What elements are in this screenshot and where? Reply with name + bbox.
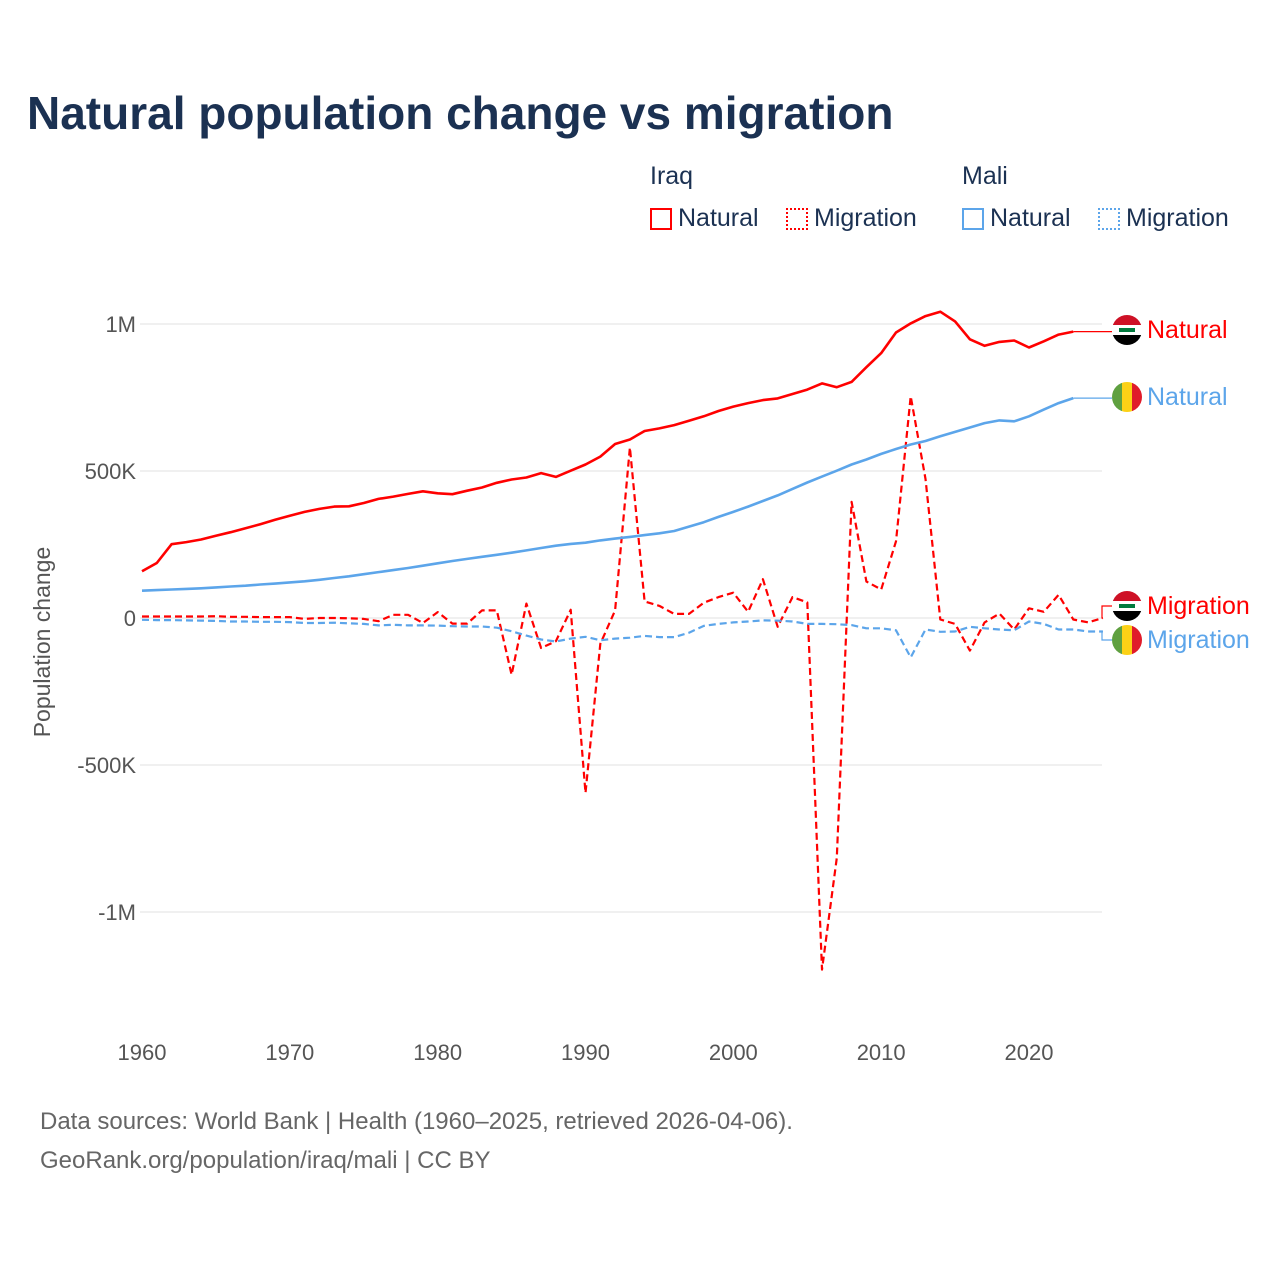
x-tick-label: 2020 (1005, 1040, 1054, 1065)
iraq-flag-icon (1112, 315, 1142, 345)
x-tick-label: 1960 (118, 1040, 167, 1065)
connector-iraq-migration (1101, 605, 1112, 619)
series-line-mali-natural (141, 396, 1074, 592)
footer-link[interactable]: GeoRank.org/population/iraq/mali | CC BY (40, 1147, 491, 1174)
y-tick-label: 1M (105, 312, 136, 337)
y-tick-label: -500K (77, 753, 136, 778)
y-tick-label: 500K (85, 459, 137, 484)
mali-flag-icon (1112, 625, 1142, 655)
y-axis-label: Population change (29, 547, 55, 738)
legend-iraq-migration[interactable]: Migration (786, 204, 917, 233)
connector-mali-migration (1101, 630, 1112, 641)
y-tick-label: -1M (98, 900, 136, 925)
x-tick-label: 2010 (857, 1040, 906, 1065)
end-label-mali-natural: Natural (1147, 383, 1228, 411)
legend-iraq-natural[interactable]: Natural (650, 204, 759, 233)
legend-swatch-dotted-blue (1098, 207, 1120, 230)
legend-label: Migration (1126, 204, 1229, 232)
legend-label: Natural (990, 204, 1071, 232)
gridlines (140, 323, 1102, 913)
iraq-flag-icon (1112, 591, 1142, 621)
x-axis-ticks: 1960 1970 1980 1990 2000 2010 2020 (118, 1040, 1054, 1065)
chart-title: Natural population change vs migration (27, 87, 894, 139)
series-line-iraq-migration (142, 395, 1104, 971)
x-tick-label: 1980 (413, 1040, 462, 1065)
legend-mali-migration[interactable]: Migration (1098, 204, 1229, 233)
legend-iraq-title: Iraq (650, 162, 694, 190)
y-axis-ticks: 1M 500K 0 -500K -1M (77, 312, 136, 925)
legend-mali-title: Mali (962, 162, 1008, 190)
legend-swatch-solid-red (650, 207, 672, 230)
mali-flag-icon (1112, 382, 1142, 412)
x-tick-label: 1970 (265, 1040, 314, 1065)
end-label-iraq-migration: Migration (1147, 592, 1250, 620)
legend-label: Migration (814, 204, 917, 232)
series-line-iraq-natural (141, 310, 1074, 573)
y-tick-label: 0 (124, 606, 136, 631)
x-tick-label: 1990 (561, 1040, 610, 1065)
legend-swatch-dotted-red (786, 207, 808, 230)
legend-label: Natural (678, 204, 759, 232)
footer-sources: Data sources: World Bank | Health (1960–… (40, 1108, 793, 1135)
legend-swatch-solid-blue (962, 207, 984, 230)
x-tick-label: 2000 (709, 1040, 758, 1065)
series-line-mali-migration (141, 618, 1103, 659)
end-label-iraq-natural: Natural (1147, 316, 1228, 344)
end-label-mali-migration: Migration (1147, 626, 1250, 654)
legend-mali-natural[interactable]: Natural (962, 204, 1071, 233)
